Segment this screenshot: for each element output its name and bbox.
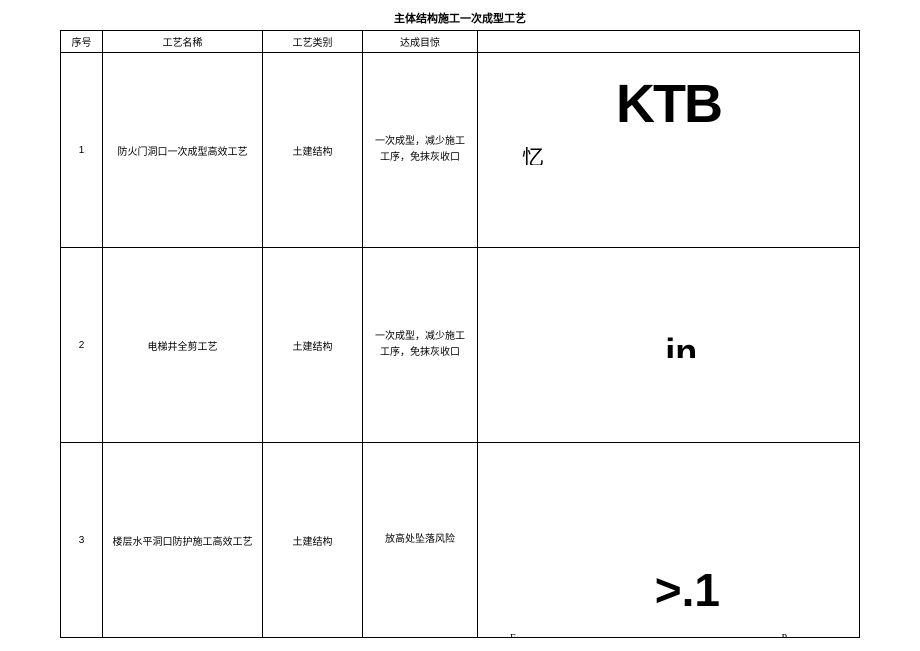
in-text: in [665,332,697,358]
graphic-box: >.1 F· P [480,445,857,635]
cell-seq: 1 [61,53,103,248]
goal-text: 放高处坠落风险 [375,532,465,548]
cell-graphic: in [478,248,860,443]
cell-seq: 3 [61,443,103,638]
process-table: 序号 工艺名稀 工艺类别 达成目惊 1 防火门洞口一次成型高效工艺 土建结构 一… [60,30,860,638]
cell-type: 土建结构 [263,53,363,248]
cell-seq: 2 [61,248,103,443]
header-name: 工艺名稀 [103,31,263,53]
document-title: 主体结构施工一次成型工艺 [60,10,860,26]
cell-type: 土建结构 [263,443,363,638]
cell-goal: 一次成型，减少施工工序，免抹灰收口 [363,248,478,443]
cell-name: 防火门洞口一次成型高效工艺 [103,53,263,248]
cell-name: 楼层水平洞口防护施工高效工艺 [103,443,263,638]
gt1-text: >.1 [655,563,720,617]
cell-goal: 一次成型，减少施工工序，免抹灰收口 [363,53,478,248]
graphic-box: KTB 忆 [480,55,857,245]
goal-text: 一次成型，减少施工工序，免抹灰收口 [375,329,465,361]
fp-p: P [781,633,787,638]
cell-name: 电梯井全剪工艺 [103,248,263,443]
header-goal: 达成目惊 [363,31,478,53]
header-seq: 序号 [61,31,103,53]
fp-f: F· [510,633,519,638]
goal-text: 一次成型，减少施工工序，免抹灰收口 [375,134,465,166]
table-header-row: 序号 工艺名稀 工艺类别 达成目惊 [61,31,860,53]
table-row: 1 防火门洞口一次成型高效工艺 土建结构 一次成型，减少施工工序，免抹灰收口 K… [61,53,860,248]
cell-graphic: >.1 F· P [478,443,860,638]
ktb-sub-text: 忆 [522,147,544,165]
header-type: 工艺类别 [263,31,363,53]
cell-goal: 放高处坠落风险 [363,443,478,638]
graphic-box: in [480,250,857,440]
table-row: 3 楼层水平洞口防护施工高效工艺 土建结构 放高处坠落风险 >.1 F· P [61,443,860,638]
cell-type: 土建结构 [263,248,363,443]
cell-graphic: KTB 忆 [478,53,860,248]
header-img [478,31,860,53]
ktb-text: KTB [616,73,721,135]
table-row: 2 电梯井全剪工艺 土建结构 一次成型，减少施工工序，免抹灰收口 in [61,248,860,443]
